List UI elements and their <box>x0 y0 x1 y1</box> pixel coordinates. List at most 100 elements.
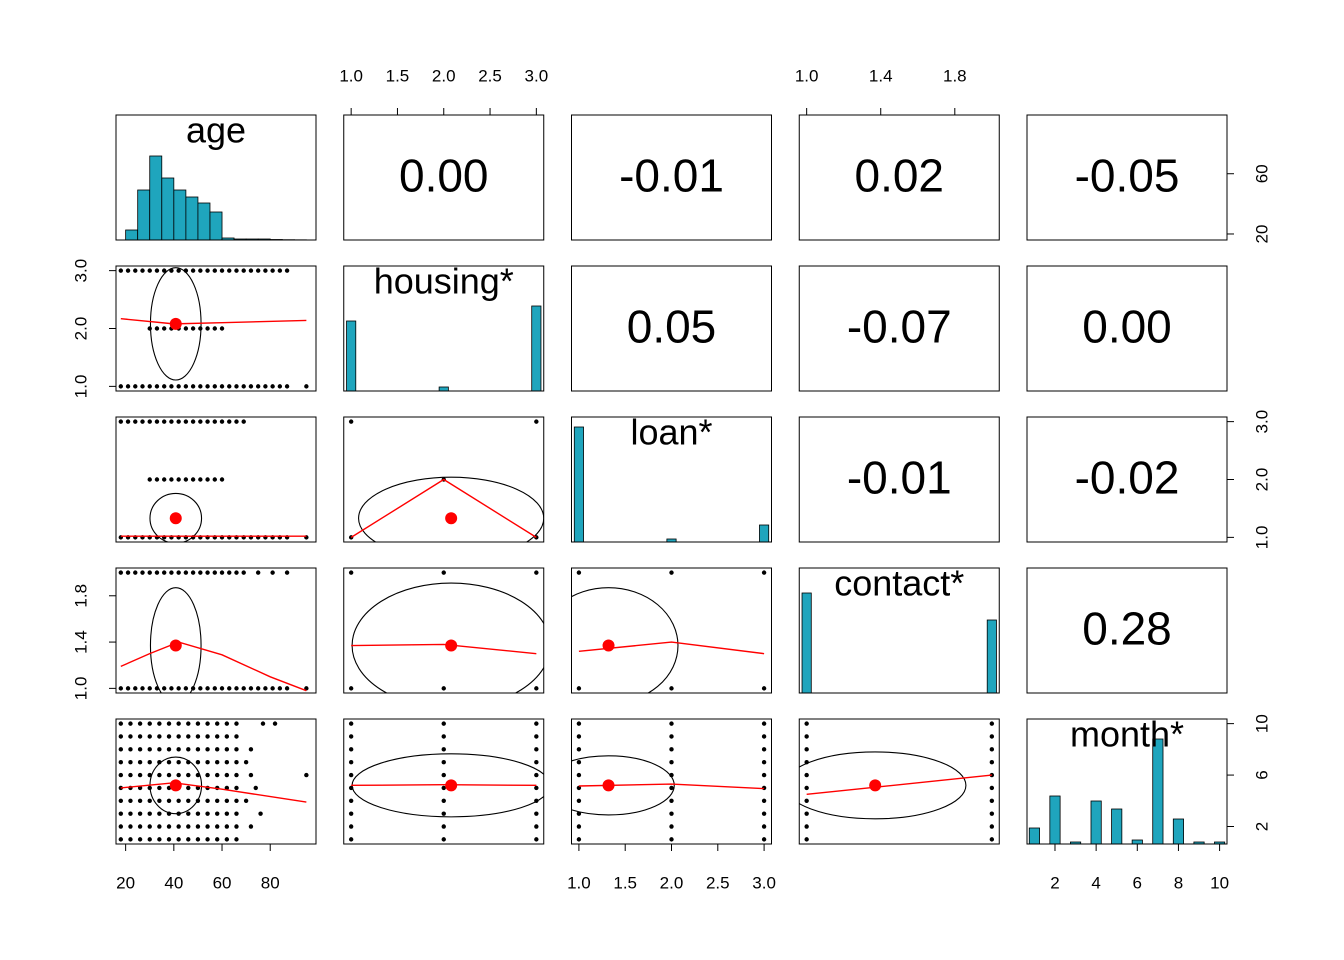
point <box>241 570 246 575</box>
point <box>176 824 181 829</box>
panel <box>799 721 995 842</box>
point <box>205 384 210 389</box>
point <box>284 686 290 691</box>
point <box>248 384 254 389</box>
point <box>441 772 446 778</box>
x-tick-label: 2.5 <box>706 873 730 892</box>
point <box>215 824 220 829</box>
point <box>137 747 143 752</box>
point <box>147 268 152 273</box>
point <box>176 721 181 726</box>
point <box>277 268 283 273</box>
point <box>205 837 210 842</box>
point <box>304 772 309 778</box>
point <box>304 384 309 389</box>
point <box>441 837 446 842</box>
point <box>215 721 220 726</box>
point <box>125 268 131 273</box>
point <box>176 384 181 389</box>
point <box>761 570 767 575</box>
point <box>576 798 582 803</box>
point <box>161 384 167 389</box>
point <box>441 734 446 739</box>
point <box>157 785 162 791</box>
hist-bar <box>1028 827 1040 844</box>
panel <box>125 155 307 240</box>
point <box>205 570 210 575</box>
point <box>441 570 446 575</box>
hist-bar <box>1131 839 1143 844</box>
point <box>219 268 225 273</box>
point <box>534 570 539 575</box>
point <box>669 824 674 829</box>
correlation-label: 0.28 <box>1082 603 1172 655</box>
point <box>176 747 181 752</box>
panel-frame <box>1026 114 1228 241</box>
y-tick-label: 1.0 <box>1252 526 1271 550</box>
panel <box>348 419 544 542</box>
point <box>205 734 210 739</box>
panel-frame <box>1026 718 1228 845</box>
point <box>118 747 124 752</box>
point <box>137 824 143 829</box>
point <box>234 824 239 829</box>
point <box>248 824 254 829</box>
point <box>534 785 539 791</box>
point <box>133 384 138 389</box>
point <box>348 686 354 691</box>
point <box>576 760 582 765</box>
point <box>133 268 138 273</box>
hist-bar <box>149 155 163 240</box>
x-tick-label: 2.0 <box>660 873 684 892</box>
point <box>348 798 354 803</box>
point <box>176 760 181 765</box>
point <box>157 837 162 842</box>
point <box>137 811 143 816</box>
point <box>576 824 582 829</box>
point <box>166 747 172 752</box>
point <box>804 721 809 726</box>
point <box>190 419 196 424</box>
point <box>227 686 232 691</box>
point <box>118 824 124 829</box>
point <box>441 760 446 765</box>
point <box>205 747 210 752</box>
point <box>166 734 172 739</box>
point <box>576 721 582 726</box>
panel-frame <box>798 567 1000 694</box>
correlation-label: 0.05 <box>627 301 717 353</box>
panel-frame <box>798 114 1000 241</box>
point <box>234 811 239 816</box>
point <box>161 419 167 424</box>
point <box>224 811 230 816</box>
point <box>227 268 232 273</box>
point <box>241 268 246 273</box>
point <box>183 326 189 331</box>
point <box>255 384 261 389</box>
point <box>989 721 995 726</box>
point <box>224 824 230 829</box>
point <box>169 686 174 691</box>
point <box>128 721 133 726</box>
point <box>441 811 446 816</box>
point <box>255 268 261 273</box>
point <box>761 798 767 803</box>
point <box>212 326 217 331</box>
point <box>147 747 152 752</box>
mean-point <box>169 779 182 792</box>
point <box>284 384 290 389</box>
point <box>205 721 210 726</box>
point <box>576 734 582 739</box>
point <box>224 772 230 778</box>
point <box>147 570 152 575</box>
point <box>147 477 152 482</box>
point <box>183 477 189 482</box>
point <box>205 477 210 482</box>
point <box>761 686 767 691</box>
panel-frame <box>798 265 1000 392</box>
point <box>804 824 809 829</box>
point <box>140 268 145 273</box>
point <box>137 760 143 765</box>
point <box>989 785 995 791</box>
x-tick-label: 1.4 <box>869 66 893 85</box>
